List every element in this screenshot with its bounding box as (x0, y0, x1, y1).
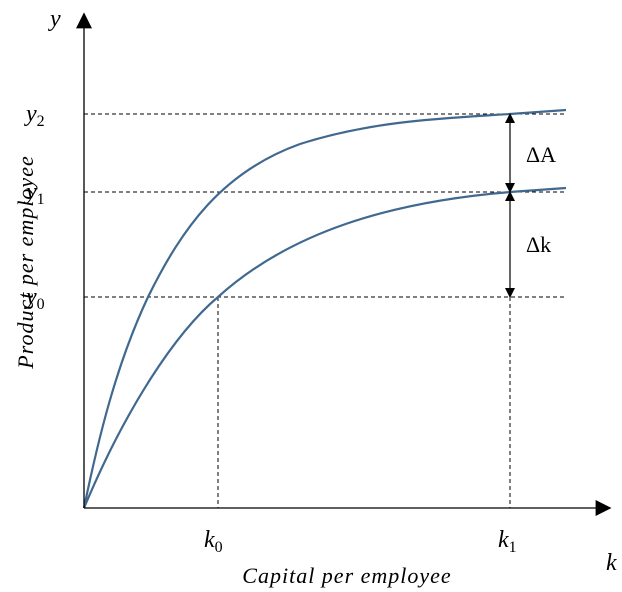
y1-label: y1 (24, 179, 45, 208)
x-title: Capital per employee (242, 563, 451, 588)
y2-sub: 2 (37, 113, 45, 130)
k0-label: k0 (204, 527, 223, 556)
k0-base: k (204, 527, 215, 553)
k1-sub: 1 (509, 539, 517, 556)
delta-a-label: ΔA (526, 142, 556, 167)
y2-base: y (24, 101, 37, 127)
y0-base: y (24, 284, 37, 310)
y0-label: y0 (24, 284, 45, 313)
x-symbol: k (606, 550, 617, 576)
y-title: Product per employee (13, 155, 38, 369)
k1-label: k1 (498, 527, 517, 556)
y1-sub: 1 (37, 191, 45, 208)
y-symbol: y (48, 6, 61, 32)
lower-curve (82, 186, 567, 509)
y0-sub: 0 (37, 296, 45, 313)
y2-label: y2 (24, 101, 45, 130)
k0-sub: 0 (215, 539, 223, 556)
k1-base: k (498, 527, 509, 553)
y1-base: y (24, 179, 37, 205)
delta-k-label: Δk (526, 232, 551, 257)
upper-curve (82, 108, 567, 509)
